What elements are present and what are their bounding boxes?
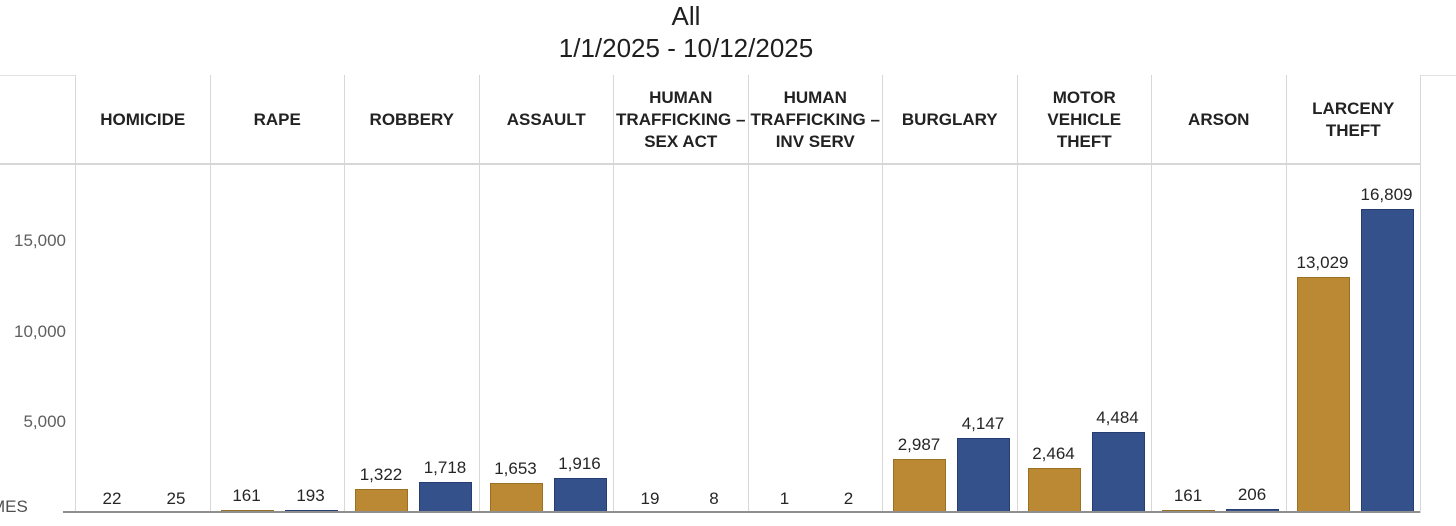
bar-gold[interactable] bbox=[1027, 468, 1081, 513]
category-plot-cell: 19 8 bbox=[614, 164, 748, 513]
bar-blue[interactable] bbox=[553, 478, 607, 513]
category-header: RAPE bbox=[253, 109, 301, 129]
bar-value-label: 16,809 bbox=[1360, 184, 1413, 204]
chart-title: All bbox=[671, 1, 701, 31]
bar-blue[interactable] bbox=[957, 437, 1010, 513]
category-plot-cell: 22 25 bbox=[76, 164, 210, 513]
y-axis-tick-15000: 15,000 bbox=[14, 231, 66, 250]
category-column: ROBBERY 1,322 1,718 bbox=[344, 75, 479, 513]
category-column: ARSON 161 206 bbox=[1151, 75, 1286, 513]
category-plot-cell: 161 193 bbox=[211, 164, 345, 513]
y-axis-tick-5000: 5,000 bbox=[23, 412, 66, 431]
bar-value-label: 4,484 bbox=[1096, 407, 1139, 427]
bar-value-label: 8 bbox=[709, 488, 719, 508]
category-column: RAPE 161 193 bbox=[209, 75, 345, 513]
bar-gold[interactable] bbox=[489, 483, 543, 513]
category-column: ASSAULT 1,653 1,916 bbox=[478, 75, 614, 513]
bar-value-label: 19 bbox=[640, 488, 660, 508]
bar-value-label: 1,322 bbox=[359, 465, 403, 485]
category-column: LARCENY THEFT 13,029 16,809 bbox=[1285, 75, 1421, 513]
category-column: HOMICIDE 22 25 bbox=[75, 75, 210, 513]
x-axis-line bbox=[63, 511, 1420, 513]
bar-value-label: 206 bbox=[1237, 485, 1267, 505]
title-area: All 1/1/2025 - 10/12/2025 bbox=[0, 0, 1372, 64]
bar-value-label: 161 bbox=[1173, 486, 1203, 506]
bar-value-label: 13,029 bbox=[1296, 253, 1349, 273]
bar-value-label: 4,147 bbox=[961, 413, 1005, 433]
bar-value-label: 1,653 bbox=[494, 459, 537, 479]
bar-blue[interactable] bbox=[1360, 208, 1414, 513]
category-header: ASSAULT bbox=[506, 109, 586, 129]
category-plot-cell: 1,653 1,916 bbox=[480, 164, 614, 513]
category-header: MOTOR VEHICLE THEFT bbox=[1047, 87, 1122, 151]
category-header: LARCENY THEFT bbox=[1312, 98, 1395, 140]
category-column: MOTOR VEHICLE THEFT 2,464 4,484 bbox=[1016, 75, 1152, 513]
bar-value-label: 1,718 bbox=[423, 457, 467, 477]
bar-blue[interactable] bbox=[1091, 431, 1145, 513]
y-axis-title-clipped: MES bbox=[0, 497, 28, 516]
bar-value-label: 161 bbox=[232, 486, 261, 506]
category-header: HUMAN TRAFFICKING – INV SERV bbox=[750, 87, 880, 151]
chart-date-range: 1/1/2025 - 10/12/2025 bbox=[558, 33, 814, 63]
bar-value-label: 1,916 bbox=[558, 454, 601, 474]
bar-value-label: 1 bbox=[779, 489, 790, 508]
bar-value-label: 2,987 bbox=[897, 434, 941, 454]
category-plot-cell: 2,464 4,484 bbox=[1018, 164, 1152, 513]
bar-blue[interactable] bbox=[419, 481, 472, 513]
bar-value-label: 2,464 bbox=[1032, 444, 1075, 464]
category-columns: HOMICIDE 22 25 RAPE 161 193 ROBBERY 1,322 1,718 A… bbox=[75, 75, 1421, 513]
bar-value-label: 25 bbox=[166, 488, 186, 508]
top-border-left-segment bbox=[0, 75, 76, 76]
category-header: ARSON bbox=[1188, 109, 1250, 129]
category-column: HUMAN TRAFFICKING – SEX ACT 19 8 bbox=[613, 75, 748, 513]
category-plot-cell: 2,987 4,147 bbox=[883, 164, 1017, 513]
category-plot-cell: 161 206 bbox=[1152, 164, 1286, 513]
y-axis-tick-10000: 10,000 bbox=[14, 322, 66, 341]
category-plot-cell: 1,322 1,718 bbox=[345, 164, 479, 513]
bar-gold[interactable] bbox=[355, 489, 408, 513]
category-plot-cell: 13,029 16,809 bbox=[1287, 164, 1421, 513]
header-bottom-border bbox=[0, 163, 1420, 165]
bar-value-label: 193 bbox=[296, 485, 325, 505]
bar-value-label: 22 bbox=[102, 488, 122, 508]
bar-gold[interactable] bbox=[1296, 277, 1350, 513]
bar-value-label: 2 bbox=[843, 489, 854, 508]
category-column: BURGLARY 2,987 4,147 bbox=[882, 75, 1017, 513]
category-column: HUMAN TRAFFICKING – INV SERV 1 2 bbox=[747, 75, 883, 513]
category-header: HOMICIDE bbox=[100, 109, 186, 129]
category-header: BURGLARY bbox=[901, 109, 998, 129]
bar-gold[interactable] bbox=[893, 458, 946, 513]
top-border-right-segment bbox=[1420, 75, 1456, 76]
category-header: ROBBERY bbox=[369, 109, 454, 129]
category-header: HUMAN TRAFFICKING – SEX ACT bbox=[616, 87, 746, 151]
